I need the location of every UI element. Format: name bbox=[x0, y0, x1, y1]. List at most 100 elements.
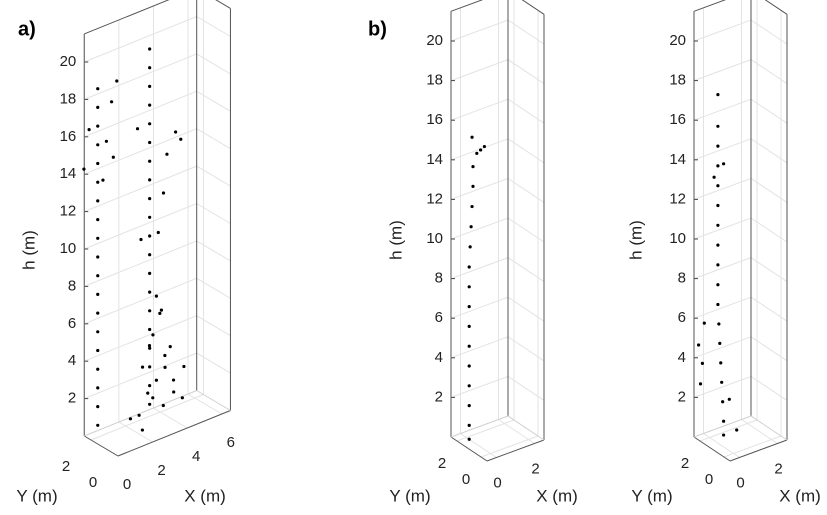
z-tick-label: 2 bbox=[68, 390, 76, 407]
point bbox=[168, 345, 172, 349]
point bbox=[151, 396, 155, 400]
point bbox=[467, 404, 471, 408]
y-tick-label: 0 bbox=[89, 474, 97, 491]
z-tick-label: 10 bbox=[60, 240, 77, 257]
point bbox=[128, 417, 133, 421]
grid-line bbox=[450, 59, 545, 85]
point bbox=[154, 378, 158, 382]
x-axis-label: X (m) bbox=[779, 486, 821, 505]
point bbox=[148, 402, 152, 406]
y-axis-label: Y (m) bbox=[16, 486, 57, 505]
z-tick-label: 4 bbox=[68, 352, 76, 369]
point bbox=[148, 234, 152, 238]
grid-line bbox=[693, 296, 788, 322]
point bbox=[148, 84, 152, 88]
z-tick-label: 18 bbox=[60, 90, 77, 107]
grid-line bbox=[84, 15, 231, 63]
point bbox=[148, 384, 152, 388]
point bbox=[140, 428, 144, 432]
point bbox=[139, 237, 143, 242]
box-edge bbox=[521, 0, 545, 15]
point bbox=[163, 353, 167, 358]
grid-line bbox=[84, 53, 231, 100]
point bbox=[147, 344, 152, 348]
point bbox=[96, 292, 100, 296]
point bbox=[158, 311, 162, 315]
box-edge bbox=[450, 0, 484, 12]
grid-line bbox=[450, 375, 545, 401]
grid-line bbox=[450, 19, 545, 45]
box-edge bbox=[486, 439, 545, 462]
box-edge bbox=[693, 415, 752, 438]
point bbox=[104, 139, 108, 143]
x-tick-label: 0 bbox=[493, 474, 501, 491]
grid-line bbox=[693, 375, 788, 401]
point bbox=[111, 155, 115, 159]
point bbox=[716, 93, 720, 97]
point bbox=[716, 184, 720, 188]
z-tick-label: 8 bbox=[68, 277, 76, 294]
point bbox=[148, 253, 152, 257]
x-axis-label: X (m) bbox=[536, 486, 578, 505]
box-edge bbox=[215, 0, 231, 9]
point bbox=[467, 285, 471, 289]
x-tick-label: 6 bbox=[227, 434, 235, 451]
point bbox=[716, 144, 720, 148]
grid-line bbox=[84, 240, 231, 287]
box-edge bbox=[196, 390, 231, 411]
grid-line bbox=[693, 138, 788, 164]
box-edge bbox=[450, 415, 509, 438]
point bbox=[700, 361, 705, 365]
point bbox=[467, 423, 471, 427]
point bbox=[96, 330, 100, 334]
grid-line bbox=[450, 177, 545, 203]
grid-line bbox=[693, 59, 788, 85]
z-tick-label: 12 bbox=[60, 203, 77, 220]
point bbox=[720, 380, 724, 384]
z-tick-label: 10 bbox=[426, 230, 443, 247]
point bbox=[135, 127, 140, 131]
grid-line bbox=[699, 0, 758, 442]
z-tick-label: 20 bbox=[669, 32, 686, 49]
z-tick-label: 12 bbox=[426, 190, 443, 207]
point bbox=[475, 151, 479, 155]
grid-line bbox=[693, 336, 788, 362]
grid-line bbox=[450, 217, 545, 243]
point bbox=[467, 384, 471, 388]
x-tick-label: 0 bbox=[123, 476, 131, 493]
point bbox=[96, 87, 100, 91]
point bbox=[467, 265, 471, 269]
point bbox=[96, 386, 100, 390]
point bbox=[716, 283, 720, 287]
point bbox=[716, 223, 720, 227]
point bbox=[96, 143, 100, 147]
point bbox=[467, 324, 471, 328]
point bbox=[109, 100, 114, 104]
z-tick-label: 14 bbox=[669, 151, 686, 168]
point bbox=[702, 321, 706, 325]
y-tick-label: 2 bbox=[438, 455, 446, 472]
grid-line bbox=[450, 98, 545, 124]
point bbox=[148, 122, 152, 126]
point bbox=[161, 191, 166, 195]
grid-line bbox=[693, 217, 788, 243]
point bbox=[467, 364, 471, 368]
point bbox=[467, 437, 471, 441]
z-axis-label: h (m) bbox=[386, 220, 405, 260]
y-tick-label: 2 bbox=[62, 458, 70, 475]
point bbox=[82, 167, 86, 171]
point bbox=[163, 365, 167, 369]
box-edge bbox=[83, 435, 119, 457]
point bbox=[165, 152, 169, 156]
grid-line bbox=[187, 0, 223, 415]
point bbox=[148, 197, 152, 201]
grid-line bbox=[84, 352, 231, 400]
grid-line bbox=[117, 8, 231, 457]
x-tick-label: 2 bbox=[531, 460, 539, 477]
y-tick-label: 0 bbox=[705, 471, 713, 488]
z-tick-label: 16 bbox=[669, 111, 686, 128]
point bbox=[716, 164, 720, 168]
point bbox=[735, 428, 739, 432]
point bbox=[96, 105, 100, 109]
